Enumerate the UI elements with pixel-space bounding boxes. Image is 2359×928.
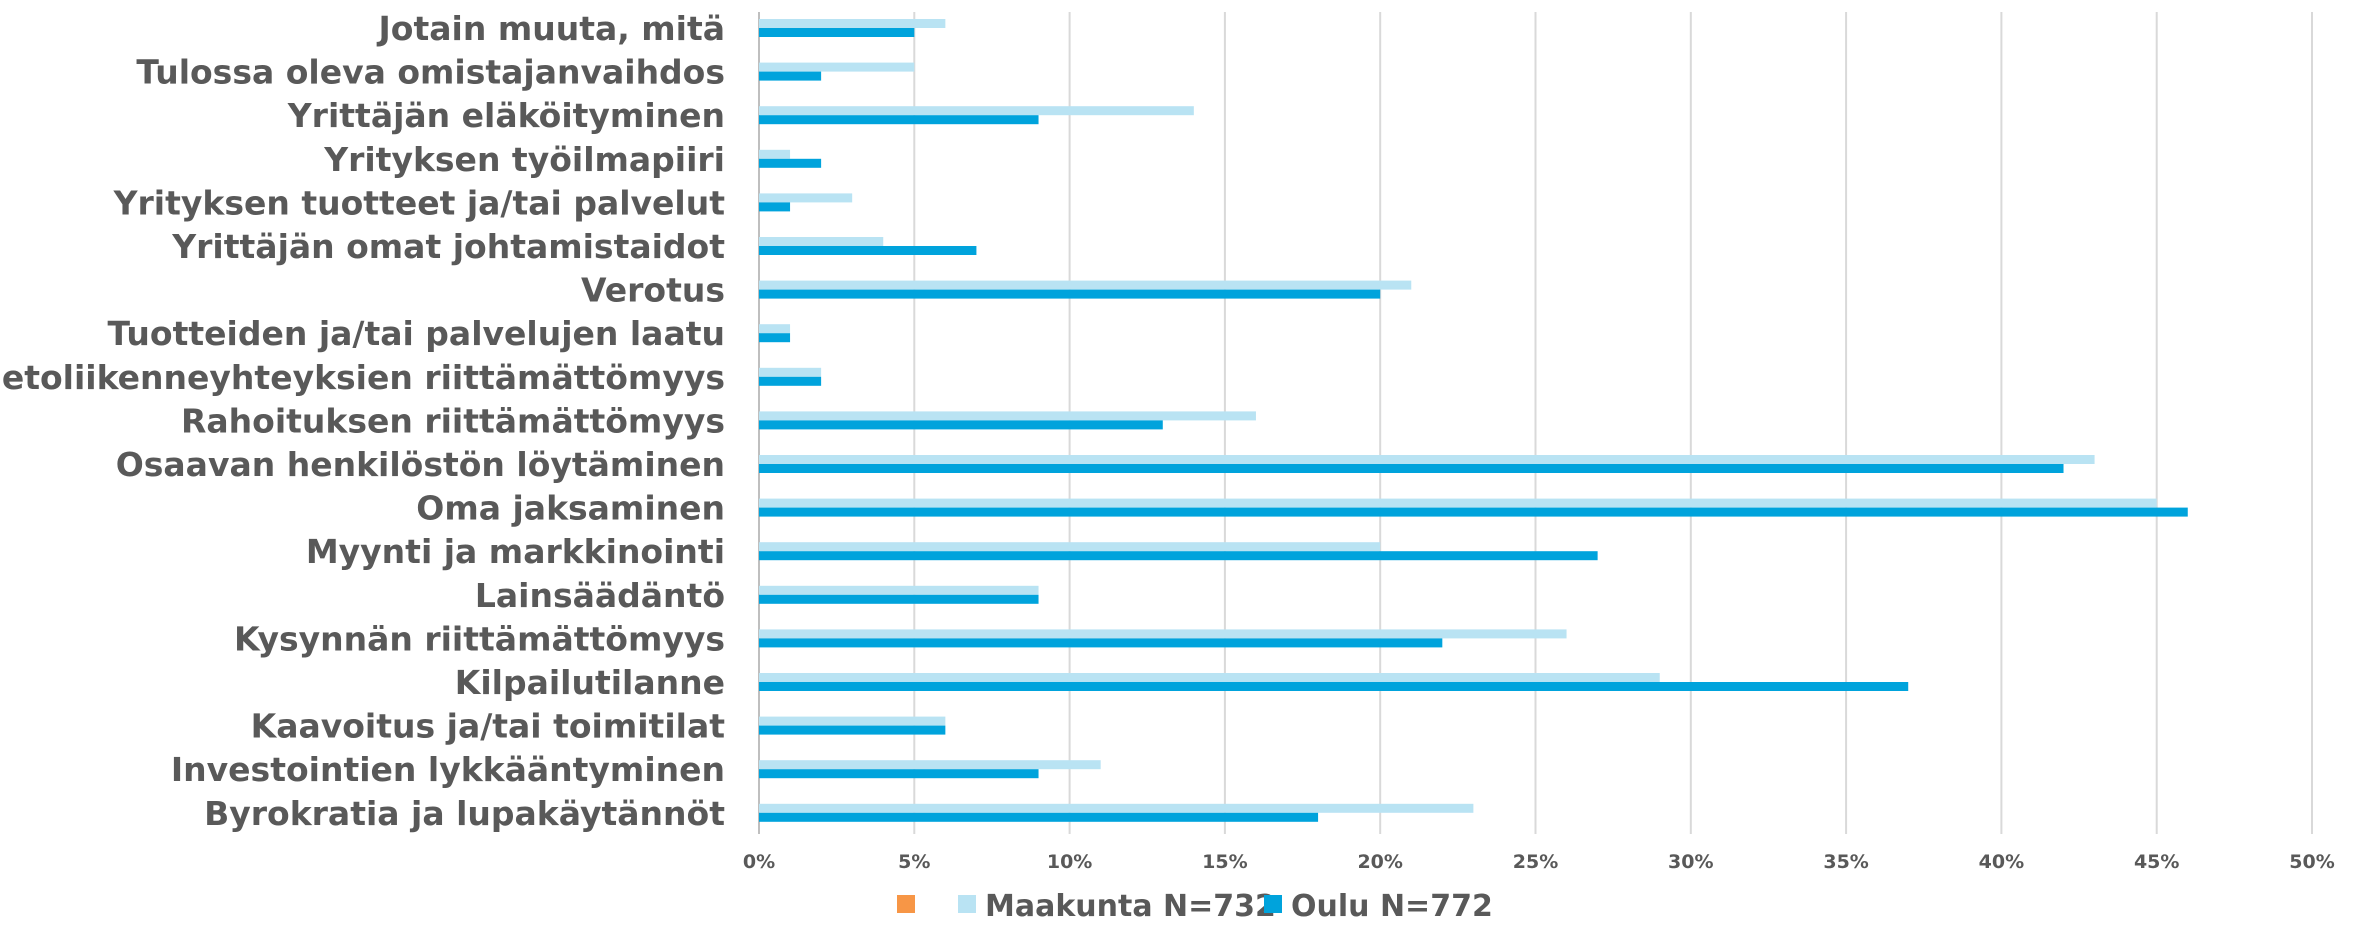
bar-oulu [759,333,791,343]
bar-maakunta [759,542,1381,552]
bar-maakunta [759,629,1567,639]
category-label: Yrityksen työilmapiiri [323,140,725,179]
bar-oulu [759,638,1443,648]
bar-maakunta [759,237,884,246]
bar-oulu [759,725,946,735]
category-label: Yrittäjän omat johtamistaidot [171,227,725,266]
bar-maakunta [759,106,1194,116]
bar-oulu [759,464,2064,473]
x-tick-label: 5% [898,851,930,873]
bar-maakunta [759,149,791,159]
legend-label: Oulu N=772 [1291,889,1493,924]
bar-maakunta [759,585,1039,595]
category-label: Osaavan henkilöstön löytäminen [116,445,725,484]
category-label: Kilpailutilanne [455,663,725,702]
category-label: Jotain muuta, mitä [377,9,725,48]
x-tick-label: 30% [1668,851,1713,873]
bar-oulu [759,246,977,255]
bar-maakunta [759,673,1660,682]
category-label: Investointien lykkääntyminen [171,750,725,789]
bar-maakunta [759,411,1256,421]
legend-swatch [897,895,915,913]
bar-maakunta [759,280,1412,290]
bar-maakunta [759,193,853,203]
bar-oulu [759,71,822,81]
x-tick-label: 25% [1513,851,1558,873]
legend-swatch [1264,895,1282,913]
bar-oulu [759,551,1598,561]
bar-maakunta [759,498,2157,508]
bars [759,19,2188,822]
bar-oulu [759,594,1039,604]
category-label: Kysynnän riittämättömyys [234,619,725,658]
bar-oulu [759,769,1039,779]
bar-oulu [759,289,1381,299]
category-label: Byrokratia ja lupakäytännöt [204,794,725,833]
bar-oulu [759,202,791,212]
category-label: Kaavoitus ja/tai toimitilat [251,707,726,746]
bar-maakunta [759,716,946,726]
category-label: Verotus [581,271,725,310]
bar-oulu [759,28,915,37]
x-tick-label: 45% [2134,851,2179,873]
category-labels: Jotain muuta, mitä Tulossa oleva omistaja… [0,9,725,833]
x-tick-label: 10% [1047,851,1092,873]
bar-oulu [759,158,822,168]
legend-swatch [958,895,976,913]
legend: Maakunta N=732 Oulu N=772 [897,889,1493,924]
bar-oulu [759,682,1909,691]
bar-maakunta [759,367,822,377]
bar-maakunta [759,760,1101,770]
bar-oulu [759,507,2188,517]
x-tick-label: 35% [1823,851,1868,873]
category-label: Oma jaksaminen [416,489,725,528]
category-label: Tulossa oleva omistajanvaihdos [136,53,725,92]
bar-maakunta [759,324,791,334]
bar-oulu [759,115,1039,125]
category-label: Tuotteiden ja/tai palvelujen laatu [108,314,725,353]
bar-oulu [759,420,1163,430]
x-tick-label: 0% [743,851,775,873]
x-tick-label: 40% [1979,851,2024,873]
x-tick-label: 20% [1357,851,1402,873]
category-label: Rahoituksen riittämättömyys [181,401,725,440]
bar-maakunta [759,19,946,28]
bar-maakunta [759,62,915,72]
category-label: Myynti ja markkinointi [306,532,725,571]
x-tick-label: 50% [2289,851,2334,873]
bar-oulu [759,376,822,386]
category-label: Yrityksen tuotteet ja/tai palvelut [113,183,726,222]
legend-label: Maakunta N=732 [985,889,1276,924]
bar-maakunta [759,455,2095,464]
category-label: Lainsäädäntö [475,576,725,615]
gridlines [758,12,2313,834]
bar-oulu [759,812,1319,822]
x-tick-label: 15% [1202,851,1247,873]
bar-maakunta [759,803,1474,813]
x-axis-ticks: 0% 5% 10% 15% 20% 25% 30% 35% 40% 45% 50% [743,851,2335,873]
category-label: Tietoliikenneyhteyksien riittämättömyys [0,358,725,397]
category-label: Yrittäjän eläköityminen [287,96,725,135]
